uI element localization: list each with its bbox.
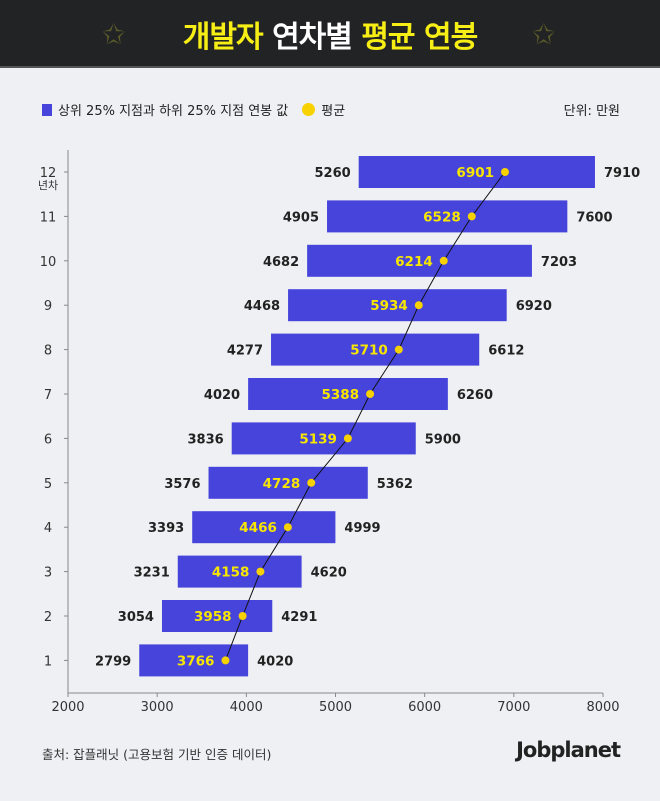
mean-value-label: 4158: [212, 565, 250, 581]
low-value-label: 4020: [204, 388, 240, 403]
legend-bar-swatch: [42, 103, 52, 116]
x-tick-label: 8000: [586, 700, 619, 715]
y-tick-label: 3: [44, 566, 52, 581]
low-value-label: 4905: [283, 210, 319, 225]
mean-point: [501, 168, 510, 176]
high-value-label: 4020: [257, 654, 293, 669]
y-tick-label: 10: [40, 255, 57, 270]
mean-value-label: 4466: [239, 520, 277, 536]
x-tick-label: 4000: [230, 700, 263, 715]
low-value-label: 4682: [263, 255, 299, 270]
y-tick-label: 5: [44, 477, 52, 492]
range-bar: [208, 466, 368, 499]
y-tick-label: 1: [44, 654, 52, 669]
high-value-label: 5900: [425, 432, 461, 447]
low-value-label: 3576: [164, 477, 200, 492]
range-bar: [231, 422, 416, 455]
high-value-label: 6260: [457, 388, 493, 403]
range-bar: [327, 200, 568, 233]
mean-value-label: 6214: [395, 254, 433, 270]
low-value-label: 3054: [118, 610, 154, 625]
low-value-label: 3231: [134, 566, 170, 581]
low-value-label: 4468: [244, 299, 280, 314]
y-tick-label: 12: [40, 166, 57, 181]
mean-point: [439, 256, 448, 265]
low-value-label: 4277: [227, 344, 263, 359]
mean-value-label: 3958: [194, 609, 232, 625]
high-value-label: 6920: [516, 299, 552, 314]
mean-value-label: 4728: [263, 476, 301, 492]
range-bar: [248, 378, 448, 410]
mean-value-label: 5388: [322, 387, 360, 403]
jobplanet-logo: Jobplanet: [516, 738, 621, 762]
x-tick-label: 7000: [497, 700, 530, 715]
y-tick-label: 6: [44, 432, 52, 447]
y-unit-label: 년차: [38, 179, 58, 192]
high-value-label: 4291: [281, 610, 317, 625]
mean-value-label: 6528: [423, 209, 461, 225]
legend-range-label: 상위 25% 지점과 하위 25% 지점 연봉 값: [58, 104, 289, 119]
mean-point: [467, 212, 476, 221]
legend-mean-swatch: [302, 103, 316, 116]
mean-point: [366, 390, 375, 398]
mean-value-label: 6901: [456, 165, 494, 181]
mean-point: [394, 345, 403, 354]
mean-point: [343, 434, 352, 443]
high-value-label: 4620: [311, 566, 347, 581]
mean-point: [256, 567, 265, 576]
range-bar: [288, 289, 507, 322]
source-note: 출처: 잡플래닛 (고용보험 기반 인증 데이터): [42, 747, 272, 762]
range-bar: [161, 600, 273, 632]
low-value-label: 3836: [188, 432, 224, 447]
legend: 상위 25% 지점과 하위 25% 지점 연봉 값 평균: [42, 100, 345, 119]
x-tick-label: 2000: [51, 700, 84, 715]
y-tick-label: 11: [40, 210, 57, 225]
mean-value-label: 5710: [350, 343, 388, 359]
high-value-label: 5362: [377, 477, 413, 492]
legend-mean-label: 평균: [321, 104, 346, 119]
mean-point: [238, 612, 247, 620]
y-tick-label: 2: [44, 610, 52, 625]
x-tick-label: 3000: [141, 700, 174, 715]
star-icon: ✩: [532, 18, 556, 51]
high-value-label: 6612: [488, 344, 524, 359]
mean-value-label: 5934: [370, 298, 408, 314]
star-icon: ✩: [102, 18, 126, 51]
page-title: 개발자 연차별 평균 연봉: [182, 20, 478, 55]
mean-value-label: 5139: [299, 431, 337, 447]
low-value-label: 5260: [314, 166, 350, 181]
header: ✩ 개발자 연차별 평균 연봉 ✩: [0, 0, 660, 68]
range-bar: [307, 244, 532, 277]
mean-point: [307, 478, 316, 487]
high-value-label: 4999: [344, 521, 380, 536]
low-value-label: 2799: [95, 654, 131, 669]
range-bar: [271, 333, 480, 366]
high-value-label: 7910: [604, 166, 640, 181]
low-value-label: 3393: [148, 521, 184, 536]
range-bar: [358, 156, 595, 188]
y-tick-label: 4: [44, 521, 52, 536]
unit-label: 단위: 만원: [563, 104, 620, 119]
mean-point: [221, 656, 230, 665]
mean-value-label: 3766: [177, 653, 215, 669]
range-bar: [192, 511, 336, 544]
mean-point: [283, 523, 292, 532]
y-tick-label: 7: [44, 388, 52, 403]
high-value-label: 7203: [541, 255, 577, 270]
x-tick-label: 6000: [408, 700, 441, 715]
range-bar: [177, 555, 302, 588]
mean-line: [225, 171, 506, 661]
high-value-label: 7600: [576, 210, 612, 225]
y-tick-label: 8: [44, 344, 52, 359]
y-tick-label: 9: [44, 299, 52, 314]
x-tick-label: 5000: [319, 700, 352, 715]
mean-point: [414, 301, 423, 310]
